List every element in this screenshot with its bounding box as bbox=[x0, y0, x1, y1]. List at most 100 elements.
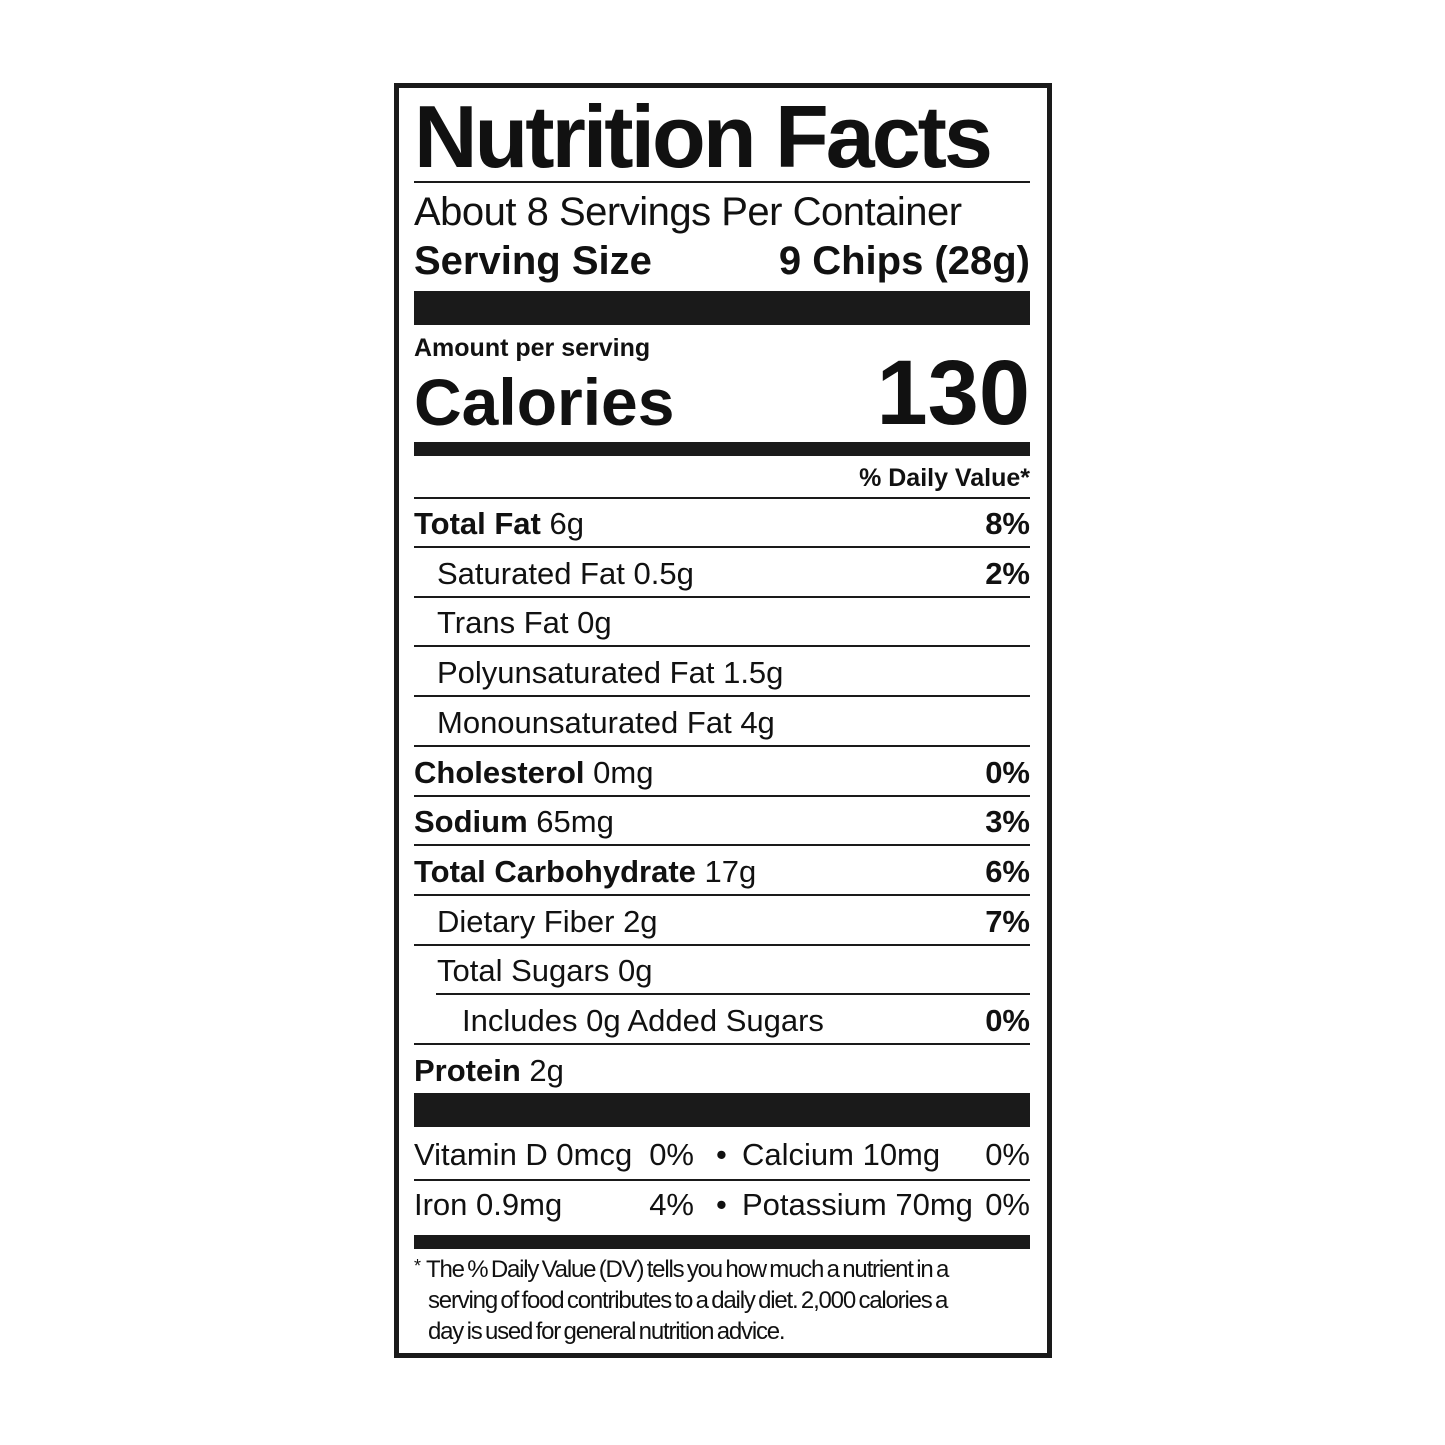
amount-per-serving-text: Amount per serving bbox=[414, 334, 651, 362]
nutrient-name: Saturated Fat 0.5g bbox=[437, 556, 694, 592]
nutrient-row: Polyunsaturated Fat 1.5g bbox=[414, 648, 1030, 698]
vitamin-row: Vitamin D 0mcg 0% • Calcium 10mg 0% bbox=[414, 1130, 1030, 1181]
nutrient-amount: 1.5g bbox=[723, 655, 784, 691]
nutrient-label: Monounsaturated Fat bbox=[437, 704, 732, 740]
nutrient-daily-value: 0% bbox=[985, 1003, 1030, 1038]
nutrient-label: Total Carbohydrate bbox=[414, 853, 696, 889]
medium-divider bbox=[414, 1235, 1030, 1249]
serving-size-label: Serving Size bbox=[414, 238, 652, 284]
row-divider bbox=[414, 844, 1030, 847]
vitamin-row: Iron 0.9mg 4% • Potassium 70mg 0% bbox=[414, 1180, 1030, 1230]
nutrient-row: Total Sugars 0g bbox=[414, 946, 1030, 996]
row-divider bbox=[414, 595, 1030, 598]
vitamin-left-name: Iron 0.9mg bbox=[414, 1187, 563, 1222]
footnote: * The % Daily Value (DV) tells you how mu… bbox=[414, 1254, 1030, 1347]
vitamin-right-dv: 0% bbox=[985, 1187, 1030, 1222]
serving-size-value: 9 Chips (28g) bbox=[779, 238, 1030, 284]
footnote-line: The % Daily Value (DV) tells you how muc… bbox=[426, 1256, 949, 1283]
row-divider bbox=[414, 645, 1030, 648]
nutrient-row: Saturated Fat 0.5g 2% bbox=[414, 549, 1030, 598]
title-text: Nutrition Facts bbox=[414, 87, 993, 186]
vitamin-right-name: Potassium 70mg bbox=[742, 1187, 973, 1222]
vitamin-left-dv: 4% bbox=[649, 1187, 694, 1222]
nutrient-row: Dietary Fiber 2g 7% bbox=[414, 897, 1030, 946]
nutrient-name: Sodium 65mg bbox=[414, 804, 614, 840]
medium-divider bbox=[414, 442, 1030, 456]
row-divider bbox=[414, 1179, 1030, 1181]
vitamin-right-dv: 0% bbox=[985, 1137, 1030, 1172]
row-divider bbox=[414, 943, 1030, 946]
nutrient-amount: 4g bbox=[740, 704, 775, 740]
nutrient-row: Total Fat 6g 8% bbox=[414, 499, 1030, 548]
nutrient-name: Total Carbohydrate 17g bbox=[414, 854, 756, 890]
serving-size-value-text: 9 Chips (28g) bbox=[778, 239, 1030, 283]
row-divider bbox=[414, 794, 1030, 797]
nutrient-name: Trans Fat 0g bbox=[437, 605, 612, 641]
thick-divider bbox=[414, 291, 1030, 325]
nutrient-amount: 0g bbox=[577, 605, 612, 641]
nutrient-amount: 2g bbox=[529, 1052, 564, 1088]
servings-text: About 8 Servings Per Container bbox=[414, 190, 962, 234]
nutrient-name: Cholesterol 0mg bbox=[414, 755, 653, 791]
nutrient-row: Monounsaturated Fat 4g bbox=[414, 698, 1030, 747]
footnote-line: day is used for general nutrition advice… bbox=[428, 1318, 786, 1345]
nutrient-amount: 6g bbox=[549, 506, 584, 541]
nutrient-label: Saturated Fat bbox=[437, 555, 625, 591]
row-divider bbox=[436, 993, 1030, 996]
nutrient-name: Includes 0g Added Sugars bbox=[462, 1003, 824, 1039]
calories-label: Calories bbox=[414, 366, 674, 438]
daily-value-header-text: % Daily Value* bbox=[859, 464, 1030, 492]
nutrient-label: Total Fat bbox=[414, 506, 541, 541]
nutrient-label: Cholesterol bbox=[414, 754, 585, 790]
nutrient-label: Trans Fat bbox=[437, 605, 569, 641]
vitamin-left-name: Vitamin D 0mcg bbox=[414, 1137, 633, 1172]
nutrient-amount: 17g bbox=[704, 853, 757, 889]
nutrient-label: Polyunsaturated Fat bbox=[437, 655, 715, 691]
nutrient-name: Polyunsaturated Fat 1.5g bbox=[437, 655, 783, 691]
nutrient-row: Total Carbohydrate 17g 6% bbox=[414, 847, 1030, 896]
nutrient-amount: 2g bbox=[623, 903, 658, 939]
nutrient-name: Total Sugars 0g bbox=[437, 953, 652, 989]
nutrient-name: Dietary Fiber 2g bbox=[437, 904, 658, 940]
vitamin-right-name: Calcium 10mg bbox=[742, 1137, 941, 1172]
bullet: • bbox=[716, 1137, 727, 1172]
nutrition-facts-label: Nutrition Facts About 8 Servings Per Con… bbox=[394, 83, 1052, 1358]
nutrient-daily-value: 7% bbox=[985, 903, 1030, 939]
divider bbox=[414, 181, 1030, 183]
nutrient-label: Sodium bbox=[414, 804, 528, 840]
nutrient-amount: 0.5g bbox=[633, 555, 694, 591]
nutrient-daily-value: 6% bbox=[985, 853, 1030, 889]
calories-value: 130 bbox=[877, 346, 1031, 440]
thick-divider bbox=[414, 1093, 1030, 1127]
bullet: • bbox=[716, 1187, 727, 1222]
nutrient-daily-value: 0% bbox=[985, 754, 1030, 790]
divider bbox=[414, 497, 1030, 499]
nutrient-daily-value: 2% bbox=[985, 555, 1030, 591]
amount-per-serving: Amount per serving bbox=[414, 334, 650, 363]
nutrient-amount: 65mg bbox=[536, 804, 614, 840]
nutrient-amount: 0mg bbox=[593, 754, 654, 790]
nutrient-row: Cholesterol 0mg 0% bbox=[414, 748, 1030, 797]
nutrient-row: Includes 0g Added Sugars 0% bbox=[414, 996, 1030, 1045]
row-divider bbox=[414, 695, 1030, 698]
nutrient-label: Protein bbox=[414, 1052, 521, 1088]
nutrient-label: Dietary Fiber bbox=[437, 903, 615, 939]
nutrient-amount: 0g bbox=[617, 953, 653, 989]
servings-per-container: About 8 Servings Per Container bbox=[414, 189, 962, 235]
nutrient-name: Monounsaturated Fat 4g bbox=[437, 705, 775, 741]
calories-value-text: 130 bbox=[876, 342, 1031, 444]
nutrient-daily-value: 3% bbox=[985, 804, 1030, 840]
footnote-line: serving of food contributes to a daily d… bbox=[428, 1287, 948, 1314]
row-divider bbox=[414, 1043, 1030, 1045]
footnote-asterisk: * bbox=[414, 1256, 421, 1276]
nutrient-name: Total Fat 6g bbox=[414, 506, 584, 542]
serving-size-label-text: Serving Size bbox=[414, 239, 652, 283]
daily-value-header: % Daily Value* bbox=[859, 464, 1030, 493]
title: Nutrition Facts bbox=[414, 92, 993, 182]
nutrient-daily-value: 8% bbox=[985, 506, 1030, 541]
calories-label-text: Calories bbox=[414, 365, 675, 439]
row-divider bbox=[414, 546, 1030, 548]
nutrient-label: Includes 0g Added Sugars bbox=[462, 1003, 824, 1038]
nutrient-row: Sodium 65mg 3% bbox=[414, 797, 1030, 847]
nutrient-row: Trans Fat 0g bbox=[414, 598, 1030, 648]
